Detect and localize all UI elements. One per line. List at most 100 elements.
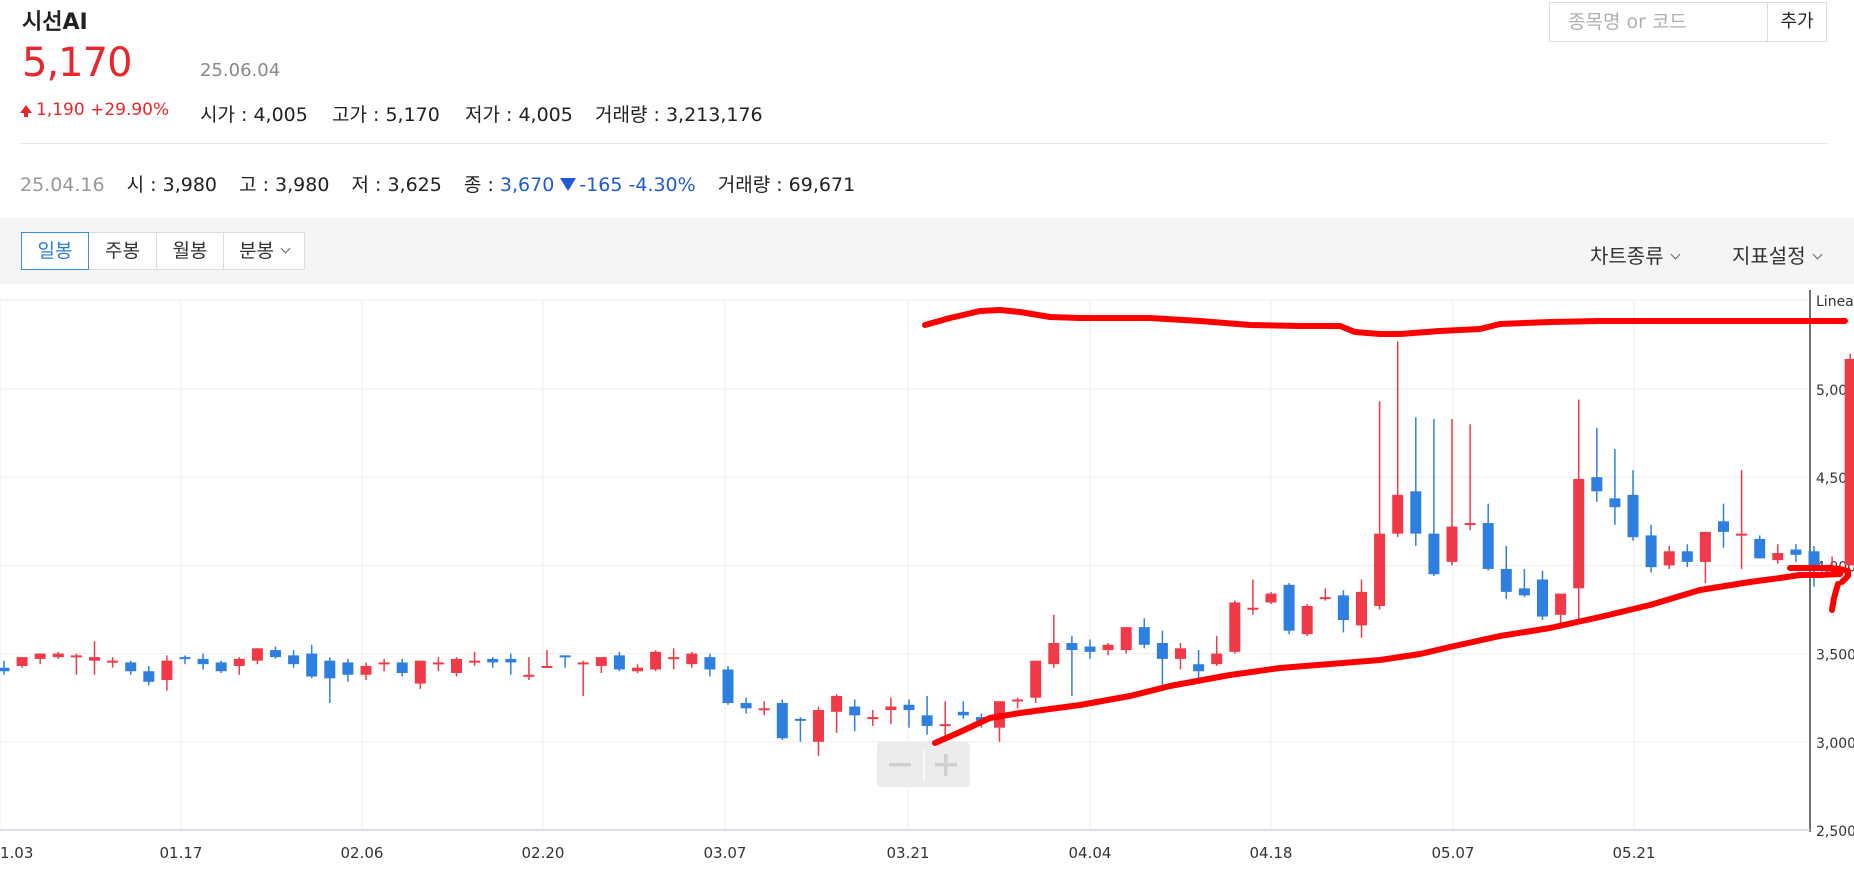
x-tick-label: 01.17 bbox=[160, 844, 203, 862]
candle bbox=[1609, 498, 1621, 508]
candle bbox=[1138, 627, 1150, 645]
candle bbox=[1591, 477, 1603, 492]
candle bbox=[559, 655, 571, 658]
candle bbox=[1482, 523, 1494, 569]
candle bbox=[1319, 597, 1331, 600]
candle bbox=[143, 671, 155, 682]
candle bbox=[1193, 664, 1205, 672]
candle bbox=[342, 662, 354, 675]
candle bbox=[758, 708, 770, 711]
candle bbox=[251, 648, 263, 661]
chart-type-dropdown[interactable]: 차트종류 bbox=[1590, 240, 1681, 269]
candle bbox=[957, 711, 969, 716]
candle bbox=[1428, 533, 1440, 575]
resistance-line-annotation bbox=[922, 307, 1848, 337]
candle bbox=[1537, 579, 1548, 617]
up-arrow-icon bbox=[20, 105, 32, 113]
candle bbox=[1772, 553, 1784, 561]
candle bbox=[378, 662, 390, 665]
candle bbox=[1283, 584, 1295, 631]
arrow-annotation bbox=[1829, 581, 1841, 613]
candle bbox=[414, 660, 426, 684]
scale-mode-label: Linea bbox=[1816, 294, 1854, 310]
candle bbox=[939, 724, 951, 727]
candle bbox=[1808, 551, 1820, 569]
candle bbox=[505, 658, 517, 663]
candle bbox=[668, 657, 680, 660]
candle bbox=[125, 662, 137, 672]
x-tick-label: 05.07 bbox=[1432, 844, 1475, 862]
candle bbox=[903, 704, 915, 711]
candle bbox=[1030, 660, 1042, 698]
candle bbox=[1446, 526, 1458, 562]
candle bbox=[523, 674, 535, 677]
candle bbox=[34, 653, 46, 659]
y-tick-label: 2,500 bbox=[1816, 824, 1854, 840]
candlestick-chart[interactable]: 5,0004,5004,0003,5003,0002,500Linea1.030… bbox=[0, 284, 1854, 880]
candle bbox=[451, 658, 462, 674]
candle bbox=[1555, 593, 1567, 615]
candle bbox=[70, 655, 82, 658]
candle bbox=[632, 667, 643, 672]
candle bbox=[215, 662, 227, 672]
candle bbox=[324, 660, 336, 679]
quote-date: 25.06.04 bbox=[200, 60, 281, 81]
candle bbox=[885, 706, 897, 711]
candle bbox=[794, 718, 806, 721]
x-tick-label: 04.04 bbox=[1069, 844, 1112, 862]
candle bbox=[1120, 627, 1132, 651]
candle bbox=[613, 655, 625, 670]
candle bbox=[831, 695, 843, 712]
chevron-down-icon bbox=[1812, 249, 1823, 260]
tab-daily[interactable]: 일봉 bbox=[21, 232, 89, 270]
volume-stat: 거래량 : 3,213,176 bbox=[595, 104, 763, 126]
x-tick-label: 02.06 bbox=[341, 844, 384, 862]
candle bbox=[704, 657, 716, 670]
candle bbox=[16, 657, 28, 666]
down-triangle-icon bbox=[560, 178, 577, 191]
candle bbox=[1156, 643, 1168, 659]
support-line-annotation bbox=[932, 571, 1843, 746]
tab-weekly[interactable]: 주봉 bbox=[88, 232, 157, 270]
x-tick-label: 05.21 bbox=[1613, 844, 1656, 862]
candle bbox=[1229, 602, 1241, 652]
candle bbox=[1337, 595, 1349, 621]
candle bbox=[1392, 494, 1404, 534]
candle bbox=[722, 669, 734, 703]
candle bbox=[197, 658, 209, 665]
candle bbox=[1627, 494, 1639, 538]
candle bbox=[1356, 591, 1367, 626]
candle bbox=[52, 653, 64, 658]
candle bbox=[1681, 551, 1693, 562]
tab-monthly[interactable]: 월봉 bbox=[156, 232, 224, 270]
candle bbox=[1464, 523, 1476, 526]
candle bbox=[1844, 359, 1854, 566]
search-box bbox=[1549, 2, 1768, 42]
add-button[interactable]: 추가 bbox=[1767, 2, 1827, 42]
search-input[interactable] bbox=[1550, 3, 1766, 41]
open-stat: 시가 : 4,005 bbox=[200, 104, 308, 126]
candle bbox=[1211, 653, 1223, 665]
candle bbox=[0, 667, 10, 672]
candle bbox=[1663, 551, 1675, 566]
candle bbox=[650, 651, 662, 670]
candle bbox=[1500, 568, 1512, 592]
candle bbox=[233, 658, 245, 666]
candle bbox=[740, 702, 752, 709]
candle bbox=[1374, 533, 1386, 606]
divider bbox=[20, 143, 1828, 144]
zoom-in-icon bbox=[944, 754, 948, 776]
candle bbox=[1084, 646, 1096, 652]
zoom-out-icon bbox=[889, 763, 911, 767]
candle bbox=[541, 665, 553, 668]
tab-minute[interactable]: 분봉 bbox=[223, 232, 305, 270]
candle bbox=[1301, 605, 1313, 635]
candle bbox=[288, 655, 300, 665]
candle bbox=[1102, 644, 1114, 651]
indicator-settings-dropdown[interactable]: 지표설정 bbox=[1732, 240, 1823, 269]
candle-info-row: 25.04.16 시 : 3,980 고 : 3,980 저 : 3,625 종… bbox=[20, 174, 856, 196]
candle bbox=[1754, 538, 1766, 559]
candle bbox=[1066, 643, 1078, 651]
candle bbox=[1790, 549, 1802, 555]
candle bbox=[161, 660, 173, 681]
